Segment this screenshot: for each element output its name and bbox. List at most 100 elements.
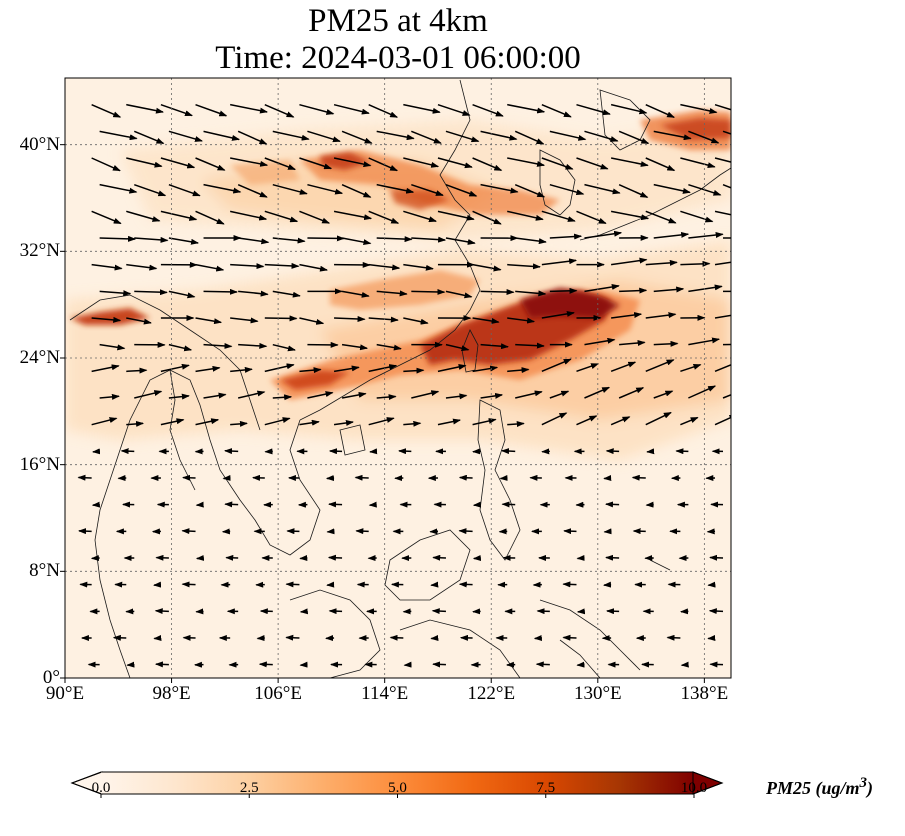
- wind-arrow: [515, 237, 547, 245]
- wind-arrow: [91, 417, 118, 426]
- wind-arrow: [237, 390, 266, 399]
- wind-arrow: [222, 474, 231, 481]
- wind-arrow: [472, 210, 502, 225]
- wind-arrow: [688, 284, 723, 293]
- wind-arrow: [376, 343, 402, 351]
- wind-arrow: [91, 316, 122, 323]
- wind-arrow: [584, 230, 623, 239]
- wind-arrow: [646, 448, 655, 455]
- wind-arrow: [535, 661, 550, 668]
- wind-arrow: [369, 448, 378, 455]
- wind-arrow: [341, 237, 372, 246]
- wind-arrow: [515, 290, 547, 297]
- colorbar-label: PM25 (ug/m3): [766, 775, 873, 799]
- wind-arrow: [160, 363, 190, 373]
- wind-arrow: [411, 288, 446, 295]
- wind-arrow: [238, 237, 270, 245]
- wind-arrow: [333, 210, 373, 221]
- wind-arrow: [168, 183, 201, 197]
- wind-arrow: [549, 287, 578, 294]
- wind-arrow: [472, 103, 504, 117]
- wind-arrow: [714, 364, 731, 373]
- wind-arrow: [299, 419, 320, 426]
- wind-arrow: [584, 337, 616, 346]
- wind-arrow: [230, 366, 253, 373]
- wind-arrow: [584, 386, 611, 399]
- wind-arrow: [237, 183, 268, 198]
- wind-arrow: [376, 130, 415, 141]
- wind-arrow: [230, 210, 268, 221]
- wind-arrow: [333, 365, 360, 373]
- wind-arrow: [480, 289, 515, 296]
- wind-arrow: [688, 130, 720, 144]
- wind-arrow: [610, 103, 648, 115]
- wind-arrow: [645, 210, 677, 224]
- wind-arrow: [680, 103, 718, 114]
- wind-arrow: [445, 343, 470, 352]
- wind-arrow: [237, 130, 268, 145]
- wind-arrow: [341, 183, 372, 198]
- wind-arrow: [541, 157, 574, 170]
- wind-arrow: [472, 418, 497, 426]
- colorbar-gradient: [101, 772, 694, 794]
- wind-arrow: [707, 634, 716, 641]
- wind-arrow: [507, 103, 546, 114]
- wind-arrow: [445, 237, 476, 245]
- wind-arrow: [680, 364, 702, 373]
- wind-arrow: [376, 236, 413, 243]
- wind-arrow: [680, 157, 716, 169]
- wind-arrow: [203, 392, 227, 399]
- wind-arrow: [195, 263, 225, 272]
- wind-arrow: [576, 157, 609, 170]
- wind-arrow: [328, 501, 343, 508]
- wind-arrow: [411, 130, 442, 144]
- wind-arrow: [195, 418, 220, 426]
- wind-arrow: [445, 130, 480, 143]
- wind-arrow: [333, 103, 370, 115]
- wind-arrow: [195, 210, 225, 225]
- wind-arrow: [562, 581, 577, 588]
- wind-arrow: [458, 528, 473, 535]
- wind-arrow: [437, 103, 471, 116]
- wind-arrow: [714, 210, 731, 216]
- wind-arrow: [368, 210, 400, 224]
- wind-arrow: [195, 554, 205, 561]
- wind-arrow: [480, 392, 504, 399]
- wind-arrow: [507, 263, 541, 270]
- wind-arrow: [708, 608, 724, 615]
- wind-arrow: [299, 317, 325, 325]
- wind-arrow: [168, 237, 200, 245]
- wind-arrow: [126, 420, 145, 427]
- wind-arrow: [576, 608, 586, 615]
- wind-arrow: [645, 359, 675, 373]
- wind-arrow: [515, 342, 545, 349]
- wind-arrow: [341, 391, 367, 399]
- wind-arrow: [541, 358, 572, 373]
- wind-arrow: [341, 343, 369, 351]
- wind-arrow: [333, 157, 372, 168]
- wind-arrow: [403, 157, 440, 168]
- wind-arrow: [341, 290, 370, 298]
- wind-arrow: [680, 416, 699, 426]
- wind-arrow: [722, 394, 731, 399]
- wind-arrow: [515, 390, 543, 399]
- map-plot-area: [65, 78, 731, 678]
- wind-arrow: [507, 420, 525, 427]
- wind-arrow: [77, 474, 92, 481]
- wind-arrow: [480, 130, 518, 141]
- wind-arrow: [403, 420, 422, 427]
- colorbar-tick-label: 10.0: [680, 780, 708, 796]
- wind-arrow: [403, 367, 425, 374]
- wind-arrow: [645, 157, 676, 172]
- wind-arrow: [611, 312, 643, 319]
- wind-arrow: [223, 448, 239, 455]
- wind-arrow: [611, 257, 648, 266]
- wind-arrow: [584, 183, 621, 195]
- wind-arrow: [195, 317, 223, 325]
- wind-arrow: [603, 528, 612, 535]
- wind-arrow: [368, 157, 399, 172]
- lon-tick-label: 138°E: [680, 683, 729, 704]
- wind-arrow: [203, 288, 238, 295]
- wind-arrow: [562, 634, 577, 641]
- wind-arrow: [168, 130, 203, 142]
